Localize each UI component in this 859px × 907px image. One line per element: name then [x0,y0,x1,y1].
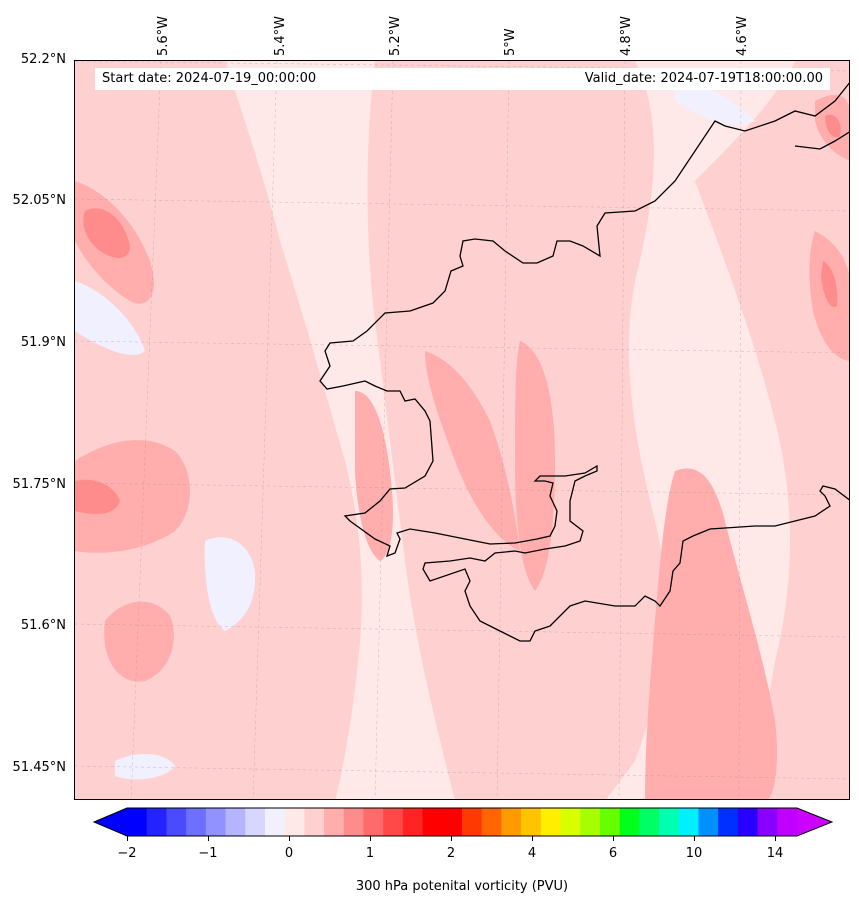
colorbar-swatch [777,808,798,836]
pv-negative-patch-2 [204,537,256,631]
pv-band-medium-southeast [645,468,777,799]
pv-band-medium-center-1 [355,391,393,561]
lon-label-5-6w: 5.6°W [156,15,171,56]
pv-band-light-top-left [113,113,208,233]
colorbar-swatch [659,808,680,836]
cb-tick-label-2: 0 [284,846,294,861]
pv-band-medium-west-mid [75,440,190,553]
colorbar-swatch [363,808,384,836]
colorbar-swatch [481,808,502,836]
cb-tick-label-8: 14 [766,846,784,861]
colorbar-swatch [284,808,305,836]
colorbar-swatch [146,808,167,836]
cb-tickmark-2 [289,836,290,841]
colorbar-swatch [639,808,660,836]
lat-label-51-75: 51.75°N [12,477,66,492]
colorbar-swatch [442,808,463,836]
lon-label-4-8w: 4.8°W [619,15,634,56]
cb-tickmark-0 [127,836,128,841]
valid-date-label: Valid_date: 2024-07-19T18:00:00.00 [584,71,823,86]
cb-tickmark-1 [208,836,209,841]
colorbar-swatch [383,808,404,836]
colorbar-swatch [462,808,483,836]
pv-band-dark-west-2 [75,479,120,514]
colorbar-swatch [205,808,227,836]
pv-band-medium-center-2 [425,351,520,551]
date-info-bar: Start date: 2024-07-19_00:00:00 Valid_da… [95,68,830,90]
lon-label-5-2w: 5.2°W [388,15,403,56]
colorbar [93,807,833,837]
cb-tick-label-6: 6 [608,846,618,861]
pv-negative-patch-4 [675,81,755,125]
colorbar-swatch [678,808,699,836]
coastline [319,82,849,642]
lat-label-51-9: 51.9°N [20,335,66,350]
pv-contour-map: Start date: 2024-07-19_00:00:00 Valid_da… [75,61,849,799]
colorbar-extend-low [94,808,127,836]
colorbar-swatch [560,808,581,836]
colorbar-swatch [501,808,522,836]
coastline-northeast [794,131,849,150]
colorbar-swatch [580,808,601,836]
cb-tickmark-6 [613,836,614,841]
colorbar-swatch [186,808,207,836]
lon-label-5-4w: 5.4°W [273,15,288,56]
map-panel[interactable]: Start date: 2024-07-19_00:00:00 Valid_da… [74,60,850,800]
pv-band-dark-east-1 [821,261,838,307]
colorbar-extend-high [797,808,832,836]
pv-negative-patch-1 [75,281,145,355]
cb-tick-label-0: −2 [117,846,137,861]
colorbar-swatch [698,808,719,836]
colorbar-swatch [521,808,542,836]
pv-band-dark-west-1 [83,208,130,258]
cb-tick-label-3: 1 [365,846,375,861]
colorbar-swatch [422,808,443,836]
colorbar-swatch [324,808,345,836]
pv-band-light-east [695,61,849,799]
colorbar-swatch [757,808,778,836]
colorbar-title: 300 hPa potenital vorticity (PVU) [355,879,569,894]
colorbar-swatch [540,808,562,836]
cb-tickmark-8 [775,836,776,841]
pv-band-medium-west-low [104,601,174,682]
lat-label-52-2: 52.2°N [20,52,66,67]
cb-tick-label-7: 10 [685,846,703,861]
colorbar-swatch [619,808,640,836]
lat-label-51-6: 51.6°N [20,618,66,633]
pv-band-medium-center-3 [515,341,555,591]
lon-label-4-6w: 4.6°W [735,15,750,56]
cb-tickmark-5 [532,836,533,841]
cb-tickmark-3 [370,836,371,841]
lat-label-52-05: 52.05°N [12,193,66,208]
cb-tickmark-4 [451,836,452,841]
colorbar-swatch [737,808,759,836]
colorbar-swatch [718,808,739,836]
colorbar-swatch [264,808,286,836]
colorbar-swatch [225,808,246,836]
cb-tick-label-5: 4 [527,846,537,861]
cb-tickmark-7 [694,836,695,841]
lon-label-5w: 5°W [503,28,518,56]
pv-band-dark-top-right [825,114,841,138]
colorbar-swatch [343,808,364,836]
colorbar-swatch [127,808,148,836]
pv-negative-patch-3 [115,754,175,780]
cb-tick-label-4: 2 [446,846,456,861]
colorbar-swatch [166,808,187,836]
lat-label-51-45: 51.45°N [12,760,66,775]
colorbar-swatch [304,808,325,836]
cb-tick-label-1: −1 [198,846,218,861]
colorbar-swatch [599,808,621,836]
colorbar-swatch [245,808,266,836]
start-date-label: Start date: 2024-07-19_00:00:00 [102,71,317,86]
colorbar-swatch [402,808,424,836]
